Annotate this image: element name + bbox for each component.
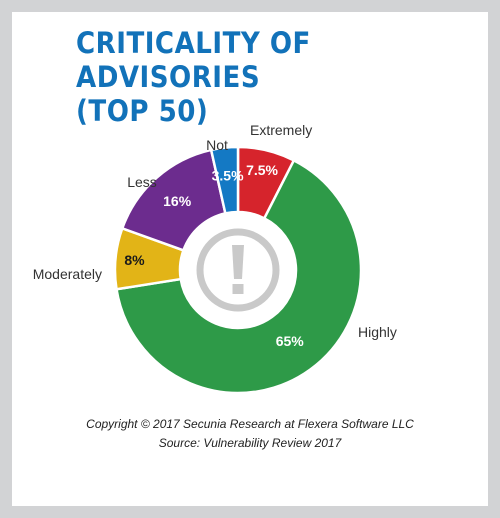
- slice-highly: [115, 158, 363, 395]
- category-label-less: Less: [127, 174, 157, 190]
- data-label-highly: 65%: [276, 333, 305, 349]
- category-label-extremely: Extremely: [250, 122, 312, 138]
- chart-title-line-2: (TOP 50): [76, 94, 209, 128]
- data-label-moderately: 8%: [124, 252, 145, 268]
- data-label-not: 3.5%: [212, 168, 244, 184]
- chart-card: CRITICALITY OF ADVISORIES (TOP 50) 7.5% E…: [12, 12, 488, 506]
- data-label-less: 16%: [163, 193, 192, 209]
- chart-title-line-1: CRITICALITY OF ADVISORIES: [76, 26, 311, 94]
- category-label-moderately: Moderately: [33, 266, 102, 282]
- source-text: Source: Vulnerability Review 2017: [158, 436, 342, 450]
- slice-not: [209, 145, 240, 215]
- copyright-text: Copyright © 2017 Secunia Research at Fle…: [86, 417, 414, 431]
- donut-chart: 7.5% Extremely 65% Highly 8% Moderately 16% Les…: [33, 122, 397, 395]
- category-label-not: Not: [206, 137, 228, 153]
- exclamation-icon: [196, 228, 280, 312]
- category-label-highly: Highly: [358, 324, 397, 340]
- chart-title: CRITICALITY OF ADVISORIES (TOP 50): [76, 26, 488, 128]
- data-label-extremely: 7.5%: [246, 162, 278, 178]
